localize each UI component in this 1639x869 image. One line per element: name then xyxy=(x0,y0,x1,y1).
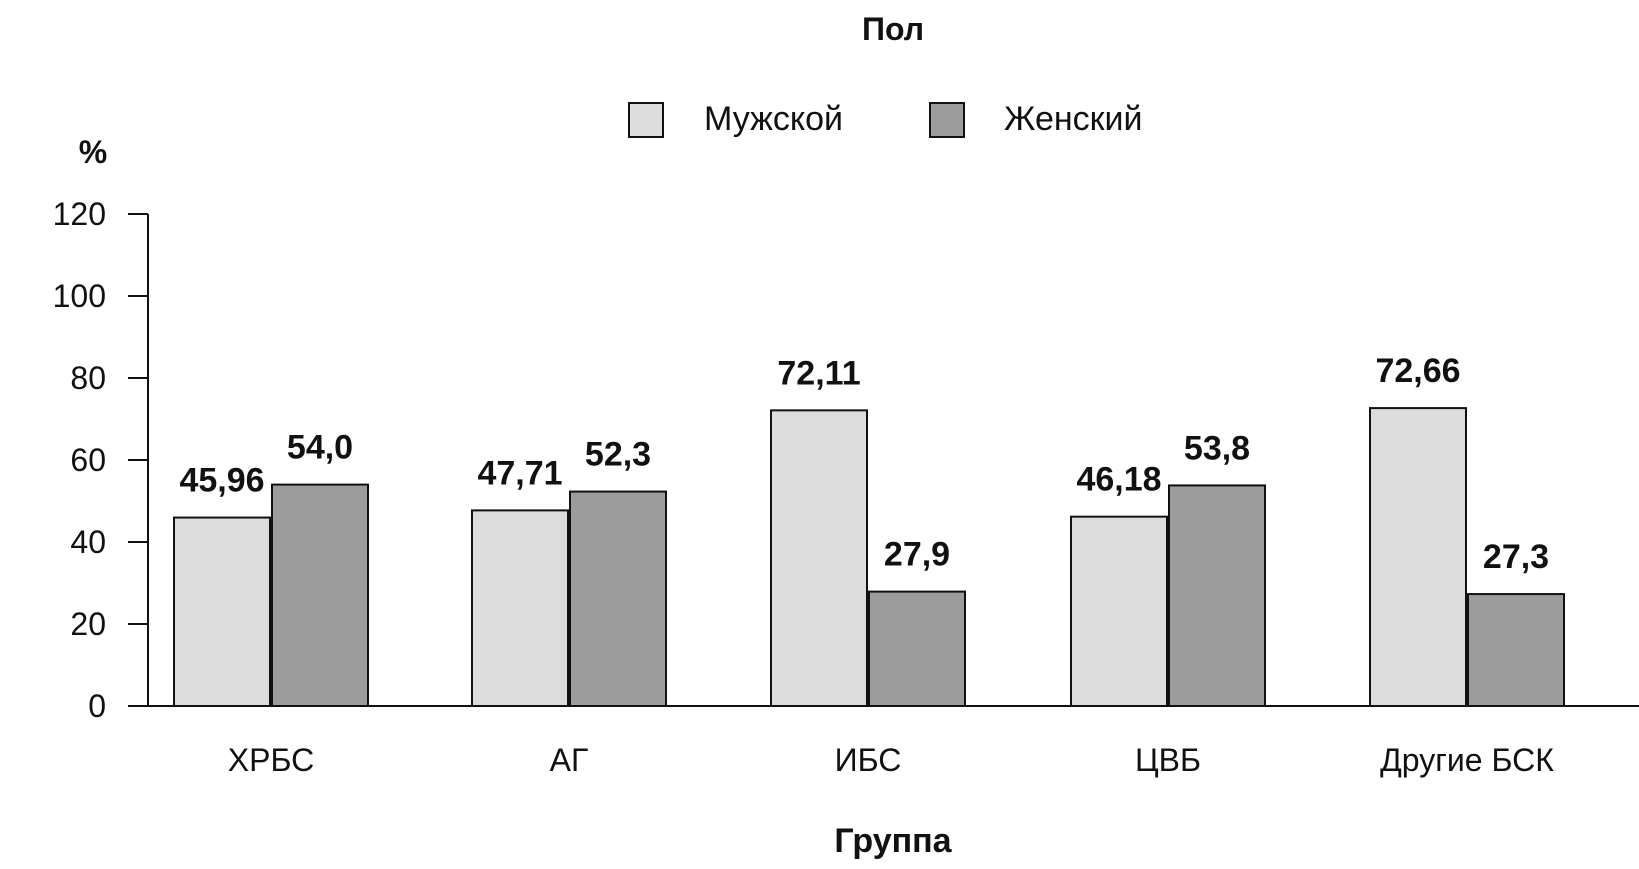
legend-label-male: Мужской xyxy=(704,100,843,138)
legend-swatch-female xyxy=(929,102,965,138)
legend-swatch-male xyxy=(628,102,664,138)
plot-area: 0 20 40 60 80 100 120 45,96 54,0 ХРБС 47,71 52,3 АГ 7… xyxy=(53,196,1639,778)
data-label: 46,18 xyxy=(1076,461,1161,499)
x-tick-label: Другие БСК xyxy=(1380,742,1554,778)
legend-title: Пол xyxy=(862,11,924,47)
x-tick-label: АГ xyxy=(550,742,589,778)
bar-female xyxy=(569,490,667,707)
data-label: 27,9 xyxy=(884,536,950,574)
legend-label-female: Женский xyxy=(1004,100,1143,138)
bar-male xyxy=(1070,515,1168,707)
bar-male xyxy=(173,516,271,708)
y-tick-label: 100 xyxy=(53,278,106,314)
y-tick-label: 0 xyxy=(88,688,106,724)
y-tick-label: 120 xyxy=(53,196,106,232)
bar-male xyxy=(770,409,868,707)
y-axis-unit-label: % xyxy=(79,134,107,170)
y-tick-label: 80 xyxy=(70,360,106,396)
bar-female xyxy=(1467,593,1565,708)
bar-male xyxy=(471,509,569,707)
x-axis-title: Группа xyxy=(834,822,952,860)
bar-female xyxy=(1168,484,1266,708)
data-label: 54,0 xyxy=(287,429,353,467)
y-tick-label: 60 xyxy=(70,442,106,478)
legend-item-male: Мужской xyxy=(628,100,843,138)
bar-male xyxy=(1369,407,1467,707)
legend-item-female: Женский xyxy=(929,100,1143,138)
data-label: 27,3 xyxy=(1483,538,1549,576)
data-label: 45,96 xyxy=(179,462,264,500)
y-tick-label: 40 xyxy=(70,524,106,560)
y-tick-label: 20 xyxy=(70,606,106,642)
x-tick-label: ЦВБ xyxy=(1135,742,1201,778)
bar-female xyxy=(271,483,369,707)
x-tick-label: ИБС xyxy=(835,742,902,778)
data-label: 72,11 xyxy=(777,354,860,392)
x-tick-label: ХРБС xyxy=(228,742,314,778)
data-label: 47,71 xyxy=(477,454,562,492)
data-label: 52,3 xyxy=(585,436,651,474)
bar-female xyxy=(868,590,966,707)
data-label: 72,66 xyxy=(1375,352,1460,390)
data-label: 53,8 xyxy=(1184,429,1250,467)
legend: Мужской Женский xyxy=(628,100,1143,138)
